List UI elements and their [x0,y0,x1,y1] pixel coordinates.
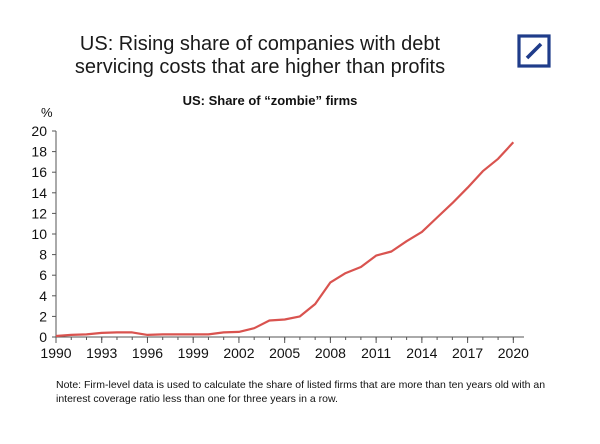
x-tick-label: 2005 [269,345,300,361]
title-line-1: US: Rising share of companies with debt [79,33,441,55]
y-tick-label: 16 [31,164,47,180]
y-tick-label: 4 [39,288,47,304]
y-tick-label: 10 [31,226,47,242]
x-tick-label: 2008 [315,345,346,361]
y-tick-label: 20 [31,123,47,139]
chart-subtitle: US: Share of “zombie” firms [182,93,358,108]
x-tick-label: 2020 [498,345,529,361]
x-tick-label: 1996 [132,345,163,361]
y-tick-label: 8 [39,247,47,263]
x-tick-label: 1993 [86,345,117,361]
y-tick-label: 6 [39,267,47,283]
chart-title: US: Rising share of companies with debt … [60,33,460,79]
y-axis-unit: % [41,105,53,120]
y-tick-label: 18 [31,144,47,160]
x-tick-label: 2011 [361,345,391,361]
title-line-2: servicing costs that are higher than pro… [74,56,446,78]
series-line [55,141,515,338]
x-tick-label: 2002 [223,345,254,361]
x-tick-label: 2017 [452,345,483,361]
chart-note: Note: Firm-level data is used to calcula… [56,379,546,405]
x-tick-label: 1990 [40,345,71,361]
y-tick-label: 12 [31,205,47,221]
deutsche-bank-logo [517,34,551,68]
y-tick-label: 0 [39,329,47,345]
y-tick-label: 14 [31,185,47,201]
y-tick-label: 2 [39,308,47,324]
x-tick-label: 2014 [406,345,437,361]
x-tick-label: 1999 [178,345,209,361]
